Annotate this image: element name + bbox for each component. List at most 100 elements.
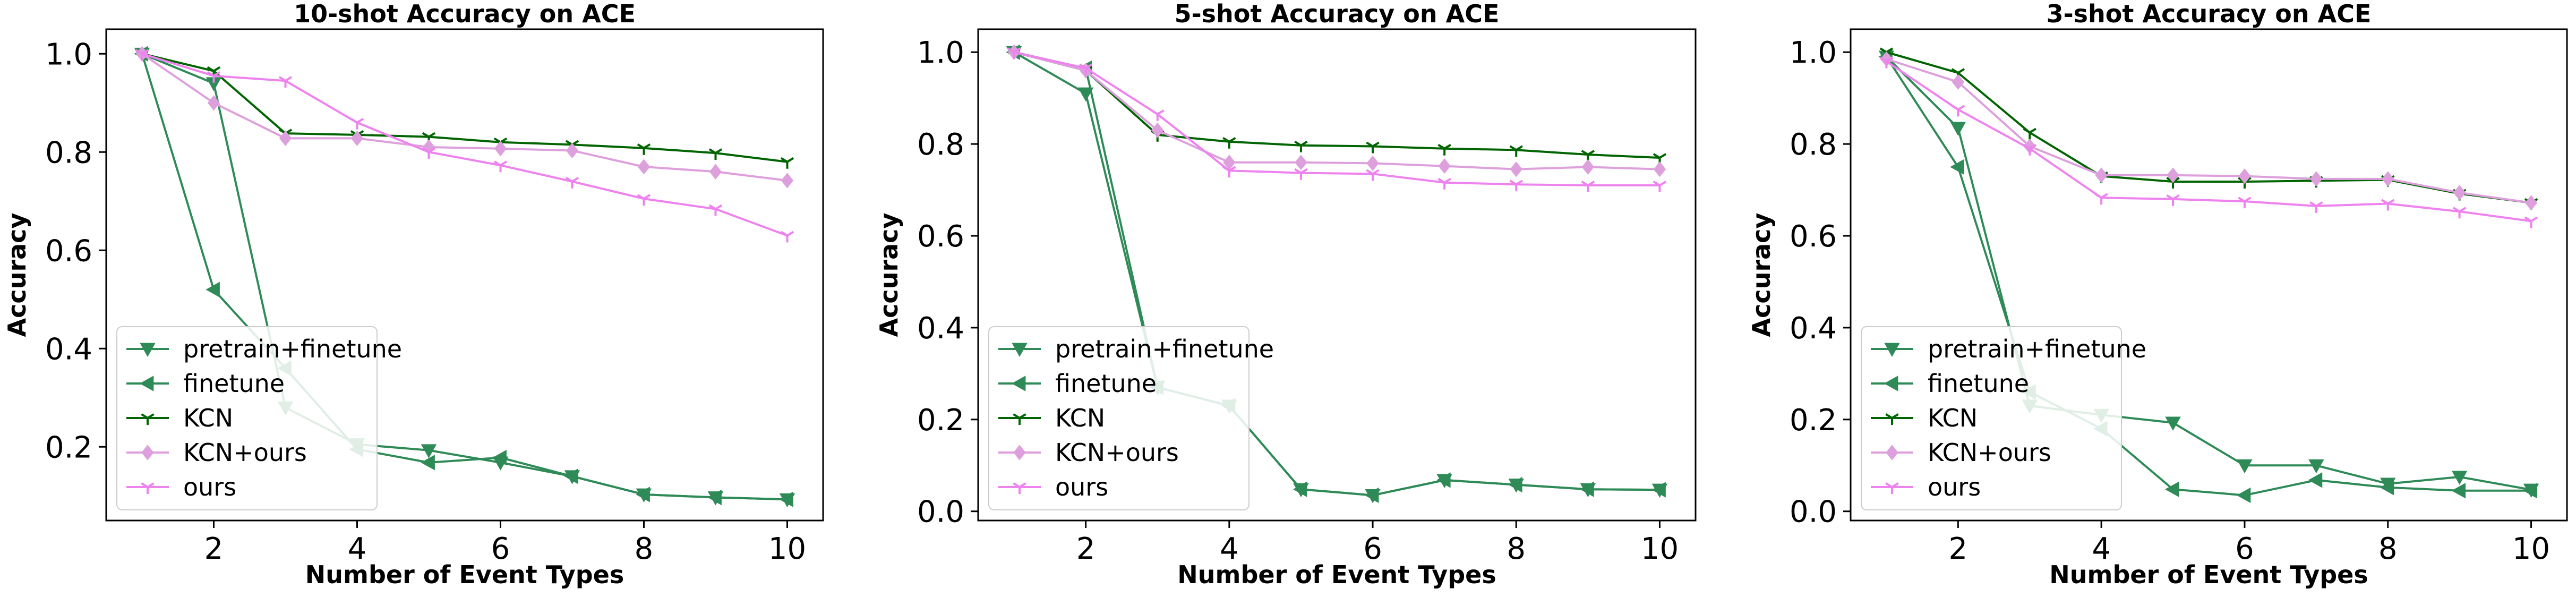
data-point xyxy=(2023,127,2036,140)
data-point xyxy=(709,164,722,180)
data-point-stroke xyxy=(1222,137,1236,149)
legend-label: finetune xyxy=(1928,369,2029,398)
y-axis-label: Accuracy xyxy=(3,213,31,337)
data-point xyxy=(2095,167,2108,183)
chart-panel-2: 5-shot Accuracy on ACE 2 4 6 8 10 0.0 0.2 0.4 0.6… xyxy=(875,0,1697,589)
series-line-5 xyxy=(141,53,788,237)
data-point-stroke xyxy=(637,194,651,206)
data-point-stroke xyxy=(493,160,508,173)
data-point xyxy=(2453,185,2466,201)
x-tick-label: 8 xyxy=(1507,532,1526,566)
data-point-stroke xyxy=(1509,145,1523,157)
legend-label: KCN+ours xyxy=(1055,438,1179,467)
data-point xyxy=(708,204,723,216)
legend-swatch-marker-stroke xyxy=(141,413,155,425)
chart-title: 5-shot Accuracy on ACE xyxy=(1175,0,1500,28)
data-point xyxy=(2524,195,2538,211)
series-line-2 xyxy=(1014,51,1660,497)
x-tick-label: 8 xyxy=(635,532,654,566)
data-point-stroke xyxy=(2452,207,2467,219)
legend-box xyxy=(988,326,1250,510)
data-point xyxy=(708,148,723,160)
legend-label: ours xyxy=(1928,473,1981,501)
data-point xyxy=(780,157,794,169)
legend-swatch-marker xyxy=(1013,413,1026,425)
data-point xyxy=(2309,201,2323,213)
data-point-stroke xyxy=(1653,181,1667,192)
legend-label: KCN+ours xyxy=(1928,438,2051,467)
data-point xyxy=(637,159,651,175)
data-point xyxy=(1294,140,1308,152)
data-point-stroke xyxy=(1366,141,1380,153)
data-point xyxy=(636,487,650,502)
y-tick-label: 1.0 xyxy=(45,37,92,72)
x-tick-label: 4 xyxy=(2092,532,2111,566)
data-point xyxy=(1951,105,1965,117)
data-point xyxy=(1510,161,1522,177)
data-point-stroke xyxy=(1581,181,1595,192)
data-point-stroke xyxy=(350,117,364,130)
data-point-stroke xyxy=(637,143,651,155)
data-point xyxy=(2094,193,2108,205)
legend-label: finetune xyxy=(183,369,285,398)
series-line-4 xyxy=(1014,51,1660,170)
legend: pretrain+finetune finetune KCN KCN+ours ours xyxy=(1861,326,2146,510)
data-point-stroke xyxy=(1151,109,1165,121)
data-point xyxy=(350,117,364,130)
data-point xyxy=(350,130,364,146)
data-point-stroke xyxy=(2238,197,2252,209)
data-point-stroke xyxy=(1437,177,1451,190)
data-point-stroke xyxy=(2023,127,2036,140)
legend-swatch-marker xyxy=(141,482,155,494)
legend-swatch-marker xyxy=(1884,376,1898,391)
data-point xyxy=(2167,167,2179,183)
data-point xyxy=(1509,145,1523,157)
data-point xyxy=(566,142,579,159)
data-point xyxy=(1950,159,1964,175)
data-point-stroke xyxy=(2309,201,2323,213)
data-point xyxy=(2238,168,2251,184)
legend-label: KCN+ours xyxy=(183,438,307,467)
chart-title: 3-shot Accuracy on ACE xyxy=(2047,0,2372,28)
plot-frame xyxy=(105,28,824,522)
data-point xyxy=(1952,74,1965,90)
chart-title: 10-shot Accuracy on ACE xyxy=(294,0,636,28)
data-point xyxy=(421,444,437,458)
data-point xyxy=(1438,158,1451,174)
data-point xyxy=(1581,181,1595,192)
data-point xyxy=(1222,137,1236,149)
x-tick-label: 4 xyxy=(1220,532,1239,566)
y-tick-label: 0.8 xyxy=(1790,127,1837,162)
data-point-stroke xyxy=(1007,47,1021,59)
legend: pretrain+finetune finetune KCN KCN+ours ours xyxy=(988,326,1274,510)
data-point xyxy=(421,455,435,471)
data-point xyxy=(1366,169,1380,181)
data-point xyxy=(422,147,436,159)
data-point-stroke xyxy=(1294,168,1308,180)
legend-label: finetune xyxy=(1055,369,1157,398)
x-tick-label: 10 xyxy=(768,532,806,566)
data-point xyxy=(2524,216,2538,228)
x-tick-label: 8 xyxy=(2378,532,2398,566)
legend-swatch-marker xyxy=(1013,482,1026,494)
data-point xyxy=(1508,476,1522,493)
data-point-stroke xyxy=(2166,194,2180,206)
data-point xyxy=(2237,459,2253,474)
data-point xyxy=(1950,122,1966,136)
data-point-stroke xyxy=(422,147,436,159)
legend-label: pretrain+finetune xyxy=(1928,335,2146,363)
y-tick-label: 0.6 xyxy=(1790,219,1837,254)
data-point-stroke xyxy=(2381,199,2395,211)
y-tick-label: 1.0 xyxy=(1790,36,1837,70)
data-point-stroke xyxy=(1294,140,1308,152)
data-point xyxy=(1223,155,1236,170)
data-point-stroke xyxy=(708,148,723,160)
data-point xyxy=(494,141,507,157)
legend-swatch-marker xyxy=(139,376,154,391)
y-tick-label: 0.0 xyxy=(917,495,964,530)
series-line-4 xyxy=(1886,58,2531,204)
data-point xyxy=(2451,483,2466,499)
y-tick-label: 0.4 xyxy=(1790,311,1837,346)
series-line-3 xyxy=(142,53,788,163)
legend-swatch-marker xyxy=(1885,482,1899,494)
